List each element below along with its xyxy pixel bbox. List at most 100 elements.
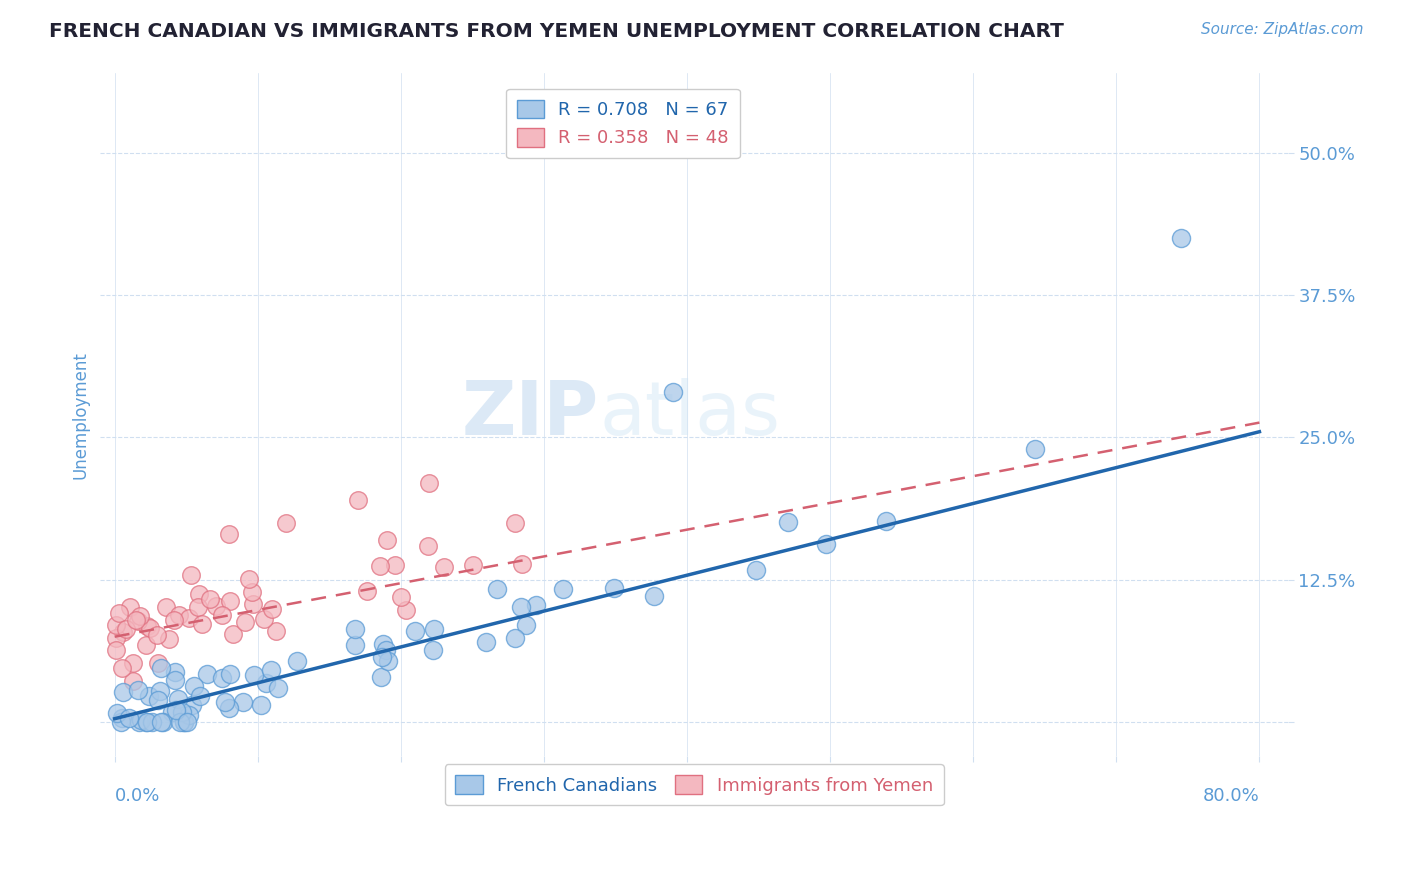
Point [177, 708, 200, 723]
Point [205, 599, 228, 614]
Point [505, 516, 527, 530]
Point [461, 558, 484, 573]
Point [404, 624, 426, 638]
Point [111, 625, 134, 640]
Point [262, 602, 284, 616]
Point [233, 615, 256, 629]
Point [148, 693, 170, 707]
Point [105, 706, 128, 720]
Point [105, 643, 128, 657]
Point [218, 667, 240, 681]
Point [875, 514, 897, 528]
Point [141, 715, 163, 730]
Point [118, 710, 141, 724]
Point [643, 589, 665, 603]
Point [515, 618, 537, 632]
Point [343, 622, 366, 636]
Point [384, 558, 406, 572]
Point [242, 598, 264, 612]
Point [524, 599, 547, 613]
Point [370, 670, 392, 684]
Point [377, 654, 399, 668]
Point [253, 612, 276, 626]
Point [347, 493, 370, 508]
Point [169, 715, 191, 730]
Legend: French Canadians, Immigrants from Yemen: French Canadians, Immigrants from Yemen [444, 764, 943, 805]
Point [503, 632, 526, 646]
Point [371, 637, 394, 651]
Point [108, 606, 131, 620]
Point [167, 608, 190, 623]
Point [254, 675, 277, 690]
Point [661, 384, 683, 399]
Point [180, 568, 202, 582]
Point [136, 715, 159, 730]
Point [135, 619, 157, 633]
Point [344, 639, 367, 653]
Point [395, 603, 418, 617]
Point [211, 671, 233, 685]
Point [778, 515, 800, 529]
Point [375, 533, 398, 547]
Point [422, 642, 444, 657]
Point [138, 690, 160, 704]
Point [181, 698, 204, 712]
Point [214, 695, 236, 709]
Point [135, 715, 157, 730]
Point [173, 715, 195, 730]
Point [165, 673, 187, 687]
Point [115, 622, 138, 636]
Y-axis label: Unemployment: Unemployment [72, 351, 89, 479]
Point [125, 613, 148, 627]
Point [150, 661, 173, 675]
Point [122, 674, 145, 689]
Point [148, 656, 170, 670]
Point [146, 627, 169, 641]
Point [418, 539, 440, 553]
Point [374, 643, 396, 657]
Point [191, 617, 214, 632]
Point [111, 684, 134, 698]
Text: Source: ZipAtlas.com: Source: ZipAtlas.com [1201, 22, 1364, 37]
Point [510, 558, 533, 572]
Point [603, 581, 626, 595]
Point [198, 592, 221, 607]
Point [187, 600, 209, 615]
Point [162, 706, 184, 720]
Point [389, 590, 412, 604]
Point [121, 657, 143, 671]
Point [433, 560, 456, 574]
Point [152, 715, 174, 730]
Text: atlas: atlas [599, 378, 780, 451]
Point [173, 715, 195, 730]
Point [163, 665, 186, 680]
Point [1170, 231, 1192, 245]
Point [218, 594, 240, 608]
Point [485, 582, 508, 596]
Point [111, 661, 134, 675]
Point [166, 691, 188, 706]
Point [232, 695, 254, 709]
Point [128, 715, 150, 730]
Point [250, 698, 273, 712]
Point [127, 614, 149, 628]
Text: FRENCH CANADIAN VS IMMIGRANTS FROM YEMEN UNEMPLOYMENT CORRELATION CHART: FRENCH CANADIAN VS IMMIGRANTS FROM YEMEN… [49, 22, 1064, 41]
Point [510, 599, 533, 614]
Point [814, 537, 837, 551]
Point [267, 681, 290, 696]
Point [176, 715, 198, 730]
Point [139, 621, 162, 635]
Point [276, 516, 298, 530]
Point [285, 655, 308, 669]
Point [218, 700, 240, 714]
Point [188, 587, 211, 601]
Point [110, 715, 132, 730]
Point [238, 572, 260, 586]
Point [423, 622, 446, 636]
Point [183, 679, 205, 693]
Point [165, 703, 187, 717]
Point [188, 689, 211, 703]
Point [242, 667, 264, 681]
Point [218, 527, 240, 541]
Point [475, 634, 498, 648]
